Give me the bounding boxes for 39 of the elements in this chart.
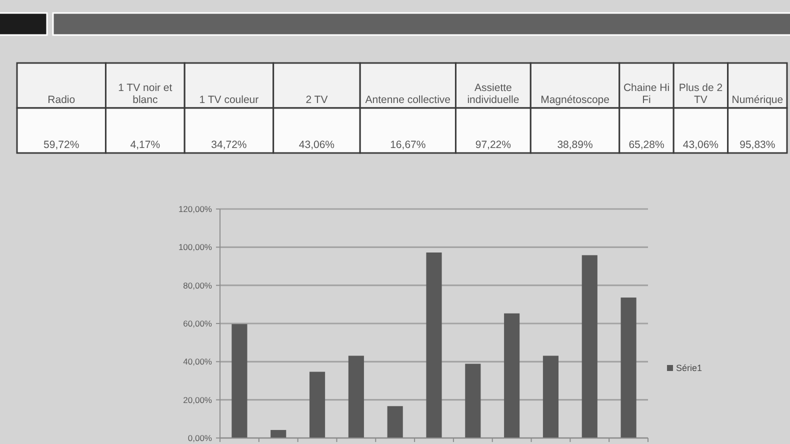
bar [309, 372, 326, 438]
bar [387, 406, 403, 438]
bar [542, 356, 559, 438]
category-label: Magnétoscope [540, 94, 610, 106]
text: 16,67% [390, 139, 426, 151]
category-label: Numérique [732, 94, 784, 106]
legend-label: Série1 [676, 363, 702, 374]
text: 59,72% [44, 139, 80, 151]
category-label: 1 TV couleur [199, 94, 260, 106]
category-label: Assiette individuelle [467, 82, 520, 106]
text: 34,72% [211, 139, 247, 151]
bar [348, 356, 364, 438]
category-label: 1 TV noir et blanc [118, 82, 172, 106]
text: 43,06% [682, 139, 719, 151]
text: 95,83% [740, 139, 776, 151]
bar [426, 252, 442, 438]
bar [504, 313, 520, 438]
y-tick-label: 40,00% [183, 356, 212, 367]
text: 43,06% [298, 139, 335, 151]
y-tick-label: 0,00% [188, 432, 212, 443]
category-label: Antenne collective [365, 94, 451, 106]
y-tick-label: 120,00% [178, 204, 212, 214]
category-label: 2 TV [306, 94, 328, 106]
y-tick-label: 100,00% [178, 242, 212, 252]
bar [232, 324, 248, 438]
text: 38,89% [557, 139, 593, 151]
bar [465, 364, 481, 438]
bar [582, 255, 598, 438]
text: 65,28% [628, 139, 664, 151]
category-label: Chaine Hi Fi [623, 82, 670, 106]
y-tick-label: 20,00% [183, 394, 212, 405]
category-label: Radio [48, 94, 76, 106]
text: 4,17% [130, 139, 160, 151]
y-tick-label: 60,00% [183, 318, 212, 328]
text: 97,22% [475, 139, 512, 151]
bar [620, 298, 636, 438]
category-label: Plus de 2 TV [678, 82, 723, 106]
bar [270, 430, 286, 438]
y-tick-label: 80,00% [183, 280, 212, 290]
